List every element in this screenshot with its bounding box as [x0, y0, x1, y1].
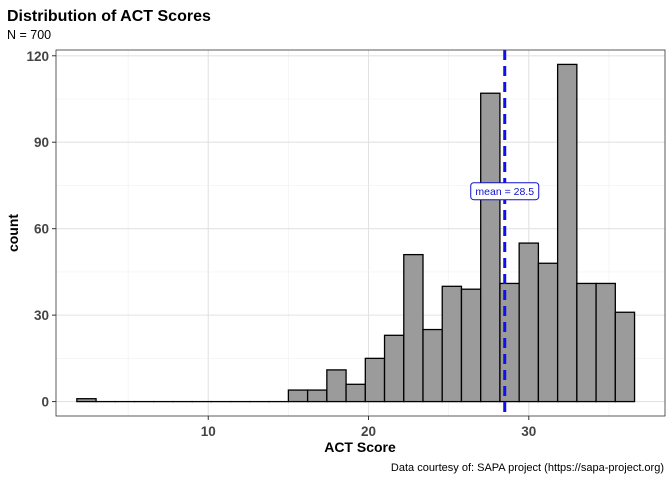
chart-title: Distribution of ACT Scores — [7, 8, 211, 25]
mean-annotation: mean = 28.5 — [470, 50, 540, 416]
histogram-bar — [460, 288, 482, 403]
histogram-bar — [326, 369, 347, 403]
histogram-bar — [422, 328, 443, 403]
x-tick-label: 20 — [361, 424, 376, 439]
x-axis-ticks: 10 20 30 — [201, 416, 536, 439]
panel-border — [55, 49, 666, 417]
histogram-bar — [306, 389, 328, 403]
x-tick-label: 10 — [201, 424, 216, 439]
y-tick-label: 120 — [26, 49, 49, 64]
x-tick-label: 30 — [521, 424, 536, 439]
histogram-bar — [441, 285, 463, 403]
histogram-bar — [576, 282, 597, 403]
histogram-bar — [480, 92, 501, 403]
histogram-bar — [76, 398, 97, 403]
mean-label: mean = 28.5 — [475, 186, 534, 198]
histogram-bars — [76, 63, 636, 403]
histogram-bar — [383, 334, 405, 403]
histogram-bar — [287, 389, 309, 403]
y-tick-label: 0 — [41, 395, 49, 410]
histogram-bar — [518, 242, 540, 403]
histogram-bar — [595, 282, 616, 403]
histogram-bar — [364, 357, 386, 403]
histogram-bar — [537, 262, 559, 403]
histogram-bar — [556, 63, 578, 403]
histogram-bar — [499, 282, 520, 403]
y-axis-title: count — [5, 214, 21, 252]
mean-label-box — [470, 182, 540, 201]
x-axis-title: ACT Score — [324, 439, 396, 455]
histogram-bar — [403, 253, 424, 403]
histogram-bar — [345, 383, 366, 403]
y-axis-ticks: 0 30 60 90 120 — [26, 49, 56, 410]
y-tick-label: 30 — [34, 308, 49, 323]
y-tick-label: 90 — [34, 135, 49, 150]
chart-subtitle: N = 700 — [7, 28, 51, 42]
y-tick-label: 60 — [34, 222, 49, 237]
chart-caption: Data courtesy of: SAPA project (https://… — [391, 462, 664, 474]
histogram-bar — [614, 311, 636, 403]
